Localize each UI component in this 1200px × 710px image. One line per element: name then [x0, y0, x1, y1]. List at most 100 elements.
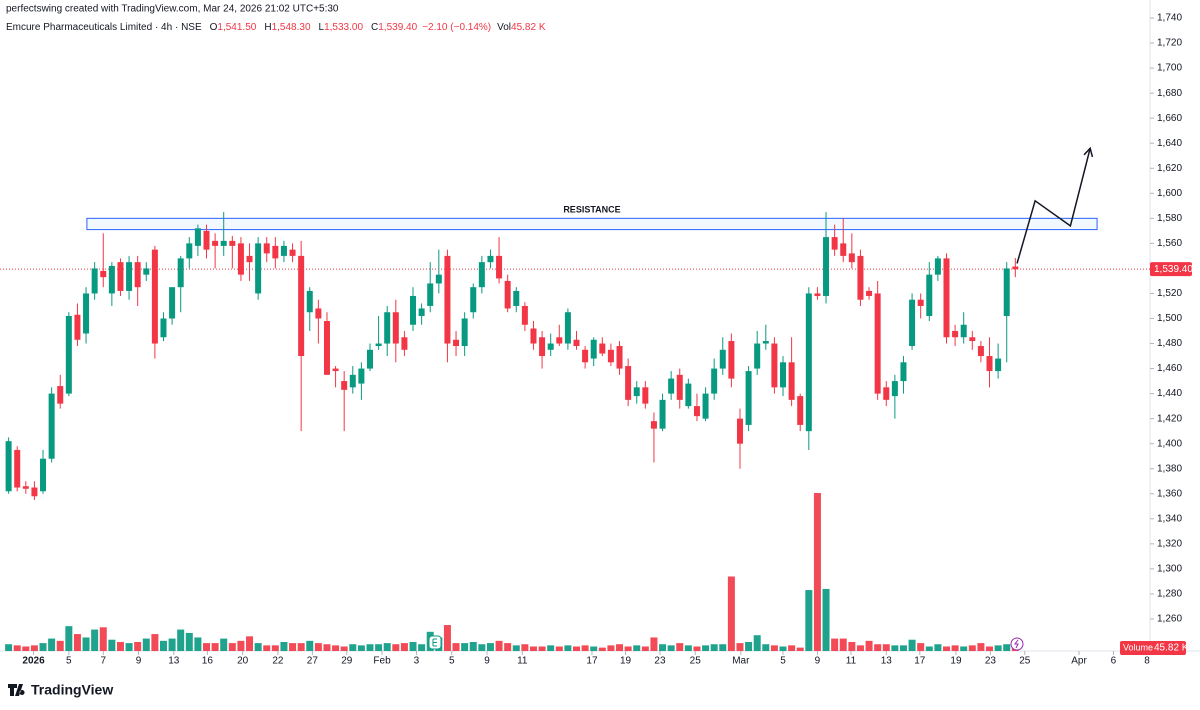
legend-key: C [371, 22, 378, 33]
volume-value: 45.82 K [1154, 643, 1189, 654]
volume-bar [891, 645, 899, 651]
volume-label: Volume [1123, 642, 1153, 652]
legend-key: O [210, 22, 218, 33]
x-tick-label: 23 [985, 656, 997, 667]
volume-bar [659, 644, 667, 651]
volume-bar [409, 641, 417, 651]
volume-bar [375, 644, 383, 651]
candle-body [513, 290, 520, 306]
volume-bar [159, 640, 167, 651]
candle-body [607, 349, 614, 363]
volume-bar [478, 644, 486, 651]
volume-bar [934, 644, 942, 651]
volume-bar [650, 637, 658, 651]
volume-bar [693, 646, 701, 651]
volume-bar [917, 643, 925, 651]
y-tick-label: 1,680 [1157, 88, 1182, 99]
x-tick-label: 27 [307, 656, 319, 667]
symbol: Emcure Pharmaceuticals Limited · 4h · NS… [6, 22, 202, 33]
candle-body [117, 262, 124, 291]
x-tick-label: 5 [66, 656, 72, 667]
volume-bar [237, 640, 245, 651]
volume-bar [203, 643, 211, 651]
y-tick-label: 1,480 [1157, 338, 1182, 349]
volume-bar [134, 641, 142, 651]
x-tick-label: 13 [168, 656, 180, 667]
candle-body [590, 339, 597, 359]
volume-bar [211, 643, 219, 651]
candle-body [461, 318, 468, 347]
candle-body [74, 314, 81, 340]
volume-bar [564, 645, 572, 651]
candle-body [599, 343, 606, 354]
volume-bar [865, 640, 873, 651]
volume-bar [323, 644, 331, 651]
candle-body [762, 341, 769, 344]
candle-body [917, 299, 924, 306]
volume-bar [357, 645, 365, 651]
candle-body [22, 486, 29, 489]
legend-value: 1,541.50 [217, 22, 256, 33]
volume-bar [73, 634, 81, 651]
legend-value: 1,539.40 [378, 22, 417, 33]
legend-value: 1,548.30 [272, 22, 311, 33]
y-tick-label: 1,360 [1157, 488, 1182, 499]
x-tick-label: 9 [484, 656, 490, 667]
volume-bar [99, 627, 107, 651]
candle-body [358, 368, 365, 384]
volume-bar [788, 645, 796, 651]
volume-bar [142, 638, 150, 651]
candle-body [151, 249, 158, 344]
y-tick-label: 1,740 [1157, 13, 1182, 24]
volume-bar [469, 641, 477, 651]
candle-body [797, 396, 804, 425]
candle-body [676, 374, 683, 400]
candle-body [237, 243, 244, 275]
x-tick-label: 8 [1144, 656, 1150, 667]
volume-bar [581, 645, 589, 651]
candle-body [556, 337, 563, 344]
x-tick-label: 23 [654, 656, 666, 667]
candle-body [160, 318, 167, 338]
candle-body [883, 387, 890, 400]
x-tick-label: 19 [950, 656, 962, 667]
candle-body [582, 349, 589, 363]
candle-body [57, 386, 64, 404]
candle-body [384, 312, 391, 344]
volume-bar [495, 640, 503, 651]
volume-bar [882, 644, 890, 651]
volume-bar [13, 645, 21, 651]
volume-bar [641, 646, 649, 651]
candle-body [453, 339, 460, 347]
candle-body [100, 270, 107, 278]
x-tick-label: 11 [517, 656, 528, 667]
y-tick-label: 1,260 [1157, 614, 1182, 625]
volume-bar [65, 626, 73, 651]
volume-bar [986, 646, 994, 651]
volume-bar [839, 638, 847, 651]
y-tick-label: 1,340 [1157, 513, 1182, 524]
candle-body [306, 290, 313, 313]
candle-body [625, 366, 632, 400]
volume-bar [366, 644, 374, 651]
volume-bar [951, 645, 959, 651]
y-tick-label: 1,640 [1157, 138, 1182, 149]
candle-body [5, 441, 12, 492]
volume-bar [667, 645, 675, 651]
volume-bar [332, 645, 340, 651]
y-tick-label: 1,500 [1157, 313, 1182, 324]
x-tick-label: 2026 [22, 656, 45, 667]
x-tick-label: 17 [586, 656, 598, 667]
candle-body [280, 245, 287, 256]
x-tick-label: 6 [1111, 656, 1117, 667]
volume-bar [91, 629, 99, 651]
candle-body [40, 458, 47, 492]
volume-bar [762, 644, 770, 651]
candle-body [427, 283, 434, 306]
volume-bar [168, 638, 176, 651]
candle-body [521, 305, 528, 325]
volume-bar [676, 643, 684, 651]
volume-bar [598, 647, 606, 651]
y-tick-label: 1,580 [1157, 213, 1182, 224]
volume-bar [443, 625, 451, 651]
